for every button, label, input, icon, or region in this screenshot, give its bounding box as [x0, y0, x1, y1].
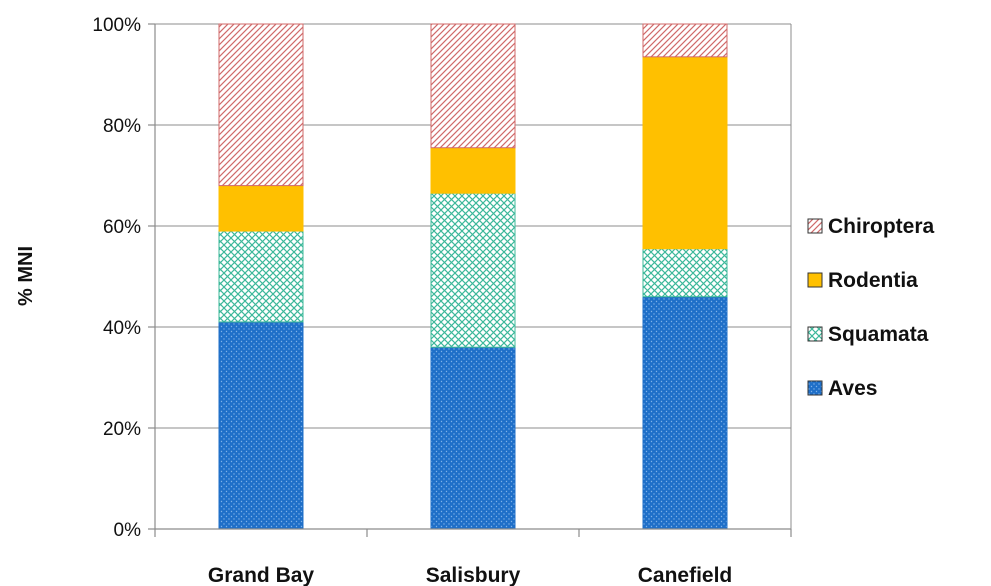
y-tick-label-2: 40%	[103, 318, 141, 339]
y-tick-label-3: 60%	[103, 217, 141, 238]
y-tick-label-5: 100%	[92, 15, 141, 36]
legend-swatch-aves	[807, 380, 823, 396]
y-axis-title: % MNI	[15, 246, 37, 306]
legend-swatch-rodentia	[807, 272, 823, 288]
y-tick-labels: 0% 20% 40% 60% 80% 100%	[92, 15, 141, 541]
x-category-label-2: Canefield	[638, 564, 733, 586]
bar-aves-canefield	[642, 296, 728, 530]
bar-chiroptera-canefield	[642, 23, 728, 58]
x-category-label-0: Grand Bay	[208, 564, 315, 586]
x-category-label-1: Salisbury	[426, 564, 521, 586]
legend-label-chiroptera: Chiroptera	[828, 215, 935, 238]
axes	[148, 23, 792, 537]
bar-rodentia-salisbury	[430, 147, 516, 194]
y-tick-label-1: 20%	[103, 419, 141, 440]
legend: Chiroptera Rodentia Squamata Aves	[807, 215, 935, 400]
bar-chiroptera-grand-bay	[218, 23, 304, 187]
bar-aves-grand-bay	[218, 321, 304, 530]
y-tick-label-0: 0%	[114, 520, 142, 541]
bar-squamata-salisbury	[430, 192, 516, 348]
bar-aves-salisbury	[430, 346, 516, 530]
bar-chiroptera-salisbury	[430, 23, 516, 149]
legend-label-squamata: Squamata	[828, 323, 929, 346]
x-category-labels: Grand Bay Salisbury Canefield	[208, 564, 732, 586]
y-tick-label-4: 80%	[103, 116, 141, 137]
legend-swatch-chiroptera	[807, 218, 823, 234]
bar-rodentia-grand-bay	[218, 185, 304, 232]
legend-label-aves: Aves	[828, 377, 877, 400]
bar-squamata-canefield	[642, 248, 728, 298]
legend-swatch-squamata	[807, 326, 823, 342]
bars	[218, 23, 728, 530]
bar-rodentia-canefield	[642, 56, 728, 250]
bar-squamata-grand-bay	[218, 230, 304, 323]
legend-label-rodentia: Rodentia	[828, 269, 918, 292]
